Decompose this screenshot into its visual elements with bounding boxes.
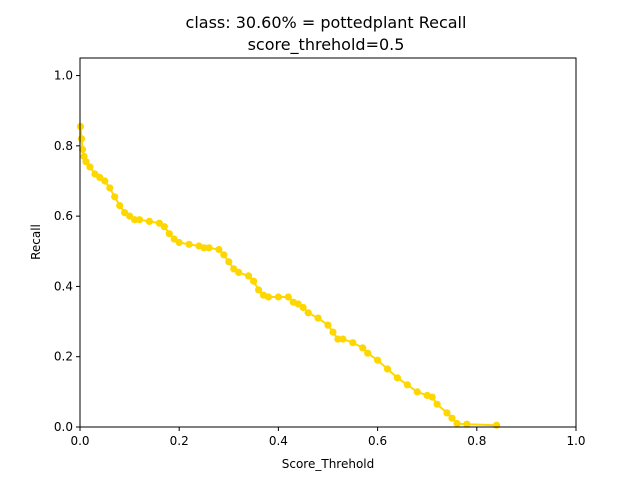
data-point [274,293,282,301]
data-point [245,272,253,280]
x-tick-label: 1.0 [566,434,585,448]
data-point [393,374,401,382]
y-tick-label: 0.8 [54,139,73,153]
data-point [403,381,411,389]
data-point [106,184,114,192]
data-point [299,303,307,312]
y-tick-label: 0.6 [54,209,73,223]
data-point [175,238,183,247]
plot-frame [79,57,577,428]
data-point [294,300,302,308]
data-point [170,235,178,243]
y-tick-label: 0.2 [54,350,73,364]
data-point [205,244,213,252]
data-point [329,328,337,336]
data-point [334,335,342,343]
data-point [433,400,441,408]
data-point [111,193,119,201]
data-point [443,409,451,417]
data-point [82,158,90,166]
data-point [428,393,436,401]
data-point [314,314,322,322]
data-point [78,145,87,153]
x-axis-label: Score_Threhold [282,457,375,471]
data-point [284,293,292,301]
data-point [324,321,332,329]
y-axis-label: Recall [29,224,43,260]
data-point [86,163,94,171]
y-tick-label: 0.4 [54,279,73,293]
data-point [77,135,86,143]
data-point [185,240,193,248]
data-point [220,251,228,259]
data-point [96,173,104,182]
data-point [160,223,168,231]
data-point [121,209,129,217]
chart-title-line1: class: 30.60% = pottedplant Recall [186,13,467,32]
data-point [359,344,367,352]
y-tick-label: 0.0 [54,420,73,434]
data-point [225,258,233,266]
chart-title-line2: score_threhold=0.5 [248,35,405,55]
data-point [374,356,382,364]
data-point [135,216,144,224]
plot-area [76,57,577,429]
data-point [339,335,347,343]
data-point [255,286,263,294]
y-tick-label: 1.0 [54,69,73,83]
data-point [126,212,134,220]
y-axis: 0.0 0.2 0.4 0.6 0.8 1.0 [54,69,80,434]
x-tick-label: 0.8 [467,434,486,448]
series-layer [76,122,501,429]
x-tick-label: 0.0 [70,434,89,448]
data-point [493,421,501,429]
data-point [235,268,243,276]
data-point [101,177,109,185]
data-point [215,245,223,254]
data-point [304,309,312,317]
data-point [165,230,173,238]
data-point [463,420,471,428]
data-point [453,419,461,428]
x-tick-label: 0.6 [368,434,387,448]
data-point [200,244,208,252]
data-point [264,293,273,301]
data-point [349,339,357,347]
x-tick-label: 0.4 [269,434,288,448]
data-point [116,202,124,210]
data-point [413,388,421,396]
data-point [145,217,153,225]
x-tick-label: 0.2 [170,434,189,448]
plot-background [80,58,576,427]
x-axis: 0.0 0.2 0.4 0.6 0.8 1.0 [70,427,586,448]
data-point [250,277,258,285]
data-point [383,365,392,373]
data-point [364,349,372,357]
data-point [448,414,456,422]
